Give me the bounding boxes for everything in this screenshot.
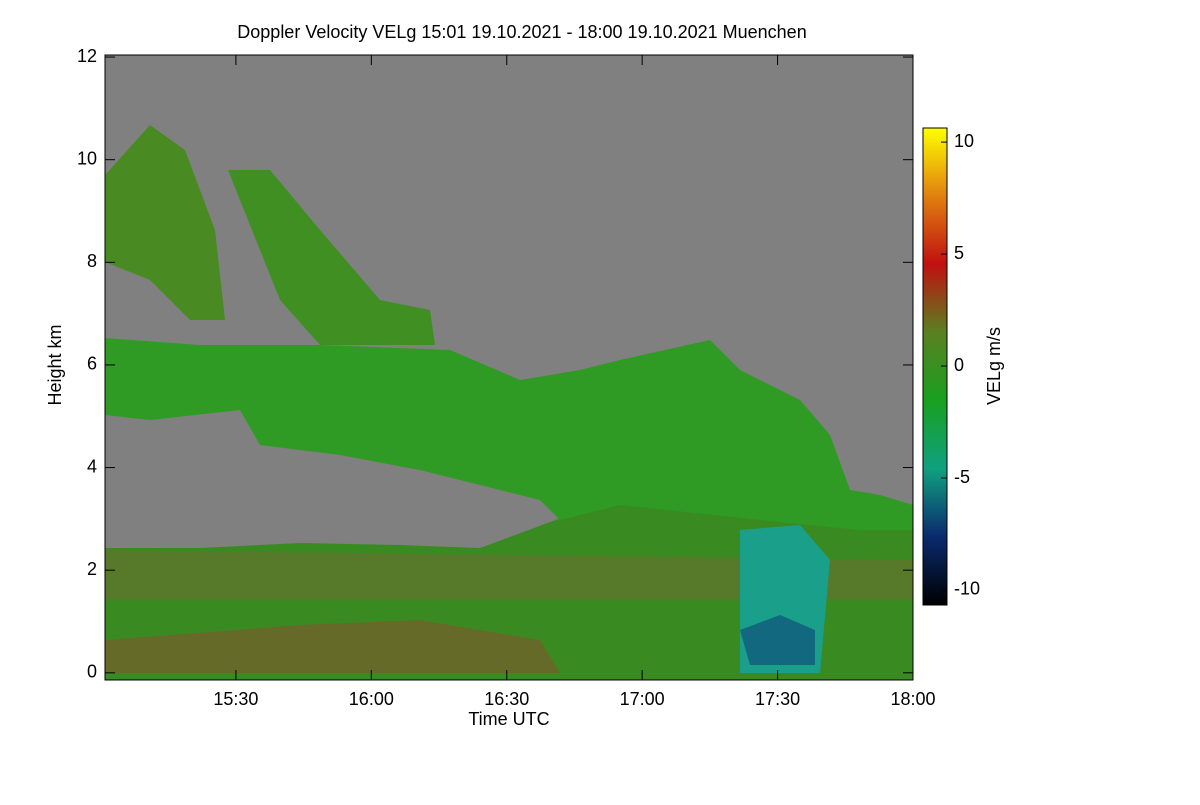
- colorbar-tick-label: 10: [954, 131, 974, 151]
- x-tick-label: 17:30: [755, 689, 800, 709]
- y-tick-label: 0: [87, 662, 97, 682]
- y-tick-label: 2: [87, 559, 97, 579]
- y-tick-label: 6: [87, 354, 97, 374]
- chart-title: Doppler Velocity VELg 15:01 19.10.2021 -…: [237, 22, 806, 42]
- x-tick-label: 16:00: [349, 689, 394, 709]
- x-tick-label: 16:30: [484, 689, 529, 709]
- y-tick-label: 4: [87, 456, 97, 476]
- x-tick-label: 17:00: [620, 689, 665, 709]
- red-band: [105, 620, 560, 673]
- colorbar-tick-label: 0: [954, 355, 964, 375]
- y-axis-label: Height km: [45, 324, 65, 405]
- y-tick-label: 10: [77, 148, 97, 168]
- x-axis-label: Time UTC: [468, 709, 549, 729]
- x-tick-label: 18:00: [890, 689, 935, 709]
- y-tick-label: 8: [87, 251, 97, 271]
- mid-layer: [105, 338, 913, 530]
- colorbar-tick-label: -5: [954, 467, 970, 487]
- upper-streak: [228, 170, 435, 345]
- upper-streak: [105, 125, 225, 320]
- colorbar-tick-label: 5: [954, 243, 964, 263]
- brown-band: [105, 550, 913, 600]
- velocity-field: [105, 125, 913, 680]
- y-tick-label: 12: [77, 46, 97, 66]
- plot-frame: [104, 54, 914, 681]
- x-tick-label: 15:30: [213, 689, 258, 709]
- blue-patch: [740, 615, 815, 665]
- colorbar-tick-label: -10: [954, 579, 980, 599]
- colorbar-label: VELg m/s: [984, 327, 1004, 405]
